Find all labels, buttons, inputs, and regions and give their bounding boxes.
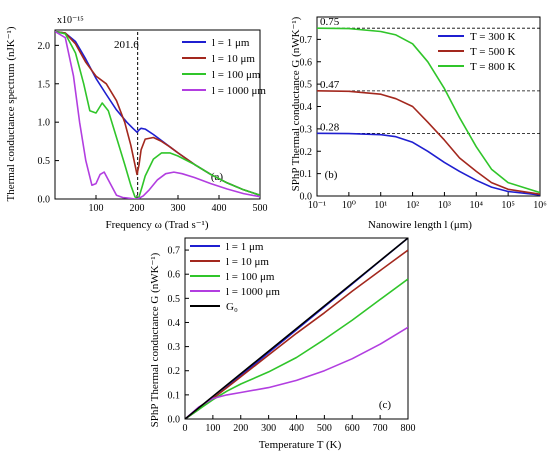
panel-c-xtick-label: 500: [317, 423, 332, 434]
panel-b-ytick-label: 0.4: [300, 102, 313, 113]
panel-a-xtick-label: 400: [212, 203, 227, 214]
panel-c-series-line: [185, 326, 408, 419]
panel-a-xtick-label: 200: [130, 203, 145, 214]
panel-a-legend-label: l = 1 μm: [212, 37, 250, 49]
panel-c-xtick-label: 400: [289, 423, 304, 434]
panel-c-ylabel: SPhP Thermal conductance G (nWK⁻¹): [149, 252, 161, 427]
panel-c-xtick-label: 100: [205, 423, 220, 434]
panel-a-ytick-label: 1.5: [38, 79, 51, 90]
panel-b-xtick-label: 10⁶: [533, 200, 547, 211]
panel-c-ytick-label: 0.6: [168, 270, 181, 281]
panel-a-legend-label: l = 1000 μm: [212, 85, 266, 97]
panel-a-ytick-label: 2.0: [38, 41, 51, 52]
panel-c-legend-label: G₀: [226, 301, 238, 313]
panel-b-reference-label: 0.28: [320, 121, 340, 133]
panel-c-xtick-label: 800: [401, 423, 416, 434]
panel-a-legend-label: l = 100 μm: [212, 69, 261, 81]
panel-b-reference-label: 0.75: [320, 16, 340, 28]
panel-b-xtick-label: 10³: [438, 200, 451, 211]
panel-a-xtick-label: 100: [89, 203, 104, 214]
panel-c-xtick-label: 200: [233, 423, 248, 434]
panel-a-legend-label: l = 10 μm: [212, 53, 255, 65]
panel-a-ytick-label: 0.5: [38, 156, 51, 167]
panel-a-frame: [54, 29, 261, 200]
panel-b-xtick-label: 10⁴: [470, 200, 484, 211]
panel-c-legend-label: l = 100 μm: [226, 271, 275, 283]
panel-a-xlabel: Frequency ω (Trad s⁻¹): [105, 219, 208, 231]
panel-a-series-line: [55, 30, 260, 199]
panel-c-xtick-label: 0: [183, 423, 188, 434]
panel-a-ytick-label: 1.0: [38, 118, 51, 129]
panel-c-xtick-label: 300: [261, 423, 276, 434]
panel-b-xtick-label: 10⁰: [342, 200, 356, 211]
panel-a-ylabel: Thermal conductance spectrum (nJK⁻¹): [5, 26, 17, 201]
panel-a-ytick-label: 0.0: [38, 195, 51, 206]
panel-c-xtick-label: 700: [373, 423, 388, 434]
panel-b-legend-label: T = 800 K: [470, 61, 515, 73]
panel-b-ytick-label: 0.6: [300, 57, 313, 68]
panel-c-legend-label: l = 1 μm: [226, 241, 264, 253]
panel-a-plot-area: [55, 30, 260, 199]
panel-b-series-line: [317, 132, 540, 196]
panel-b-series-line: [317, 90, 540, 195]
panel-b-ytick-label: 0.0: [300, 192, 313, 203]
panel-b-frame: [316, 16, 541, 197]
panel-b-legend-label: T = 500 K: [470, 46, 515, 58]
panel-a-multiplier: x10⁻¹⁵: [57, 15, 84, 26]
panel-b-ytick-label: 0.7: [300, 35, 313, 46]
panel-b-xlabel: Nanowire length l (μm): [368, 219, 472, 231]
panel-a-annotation: 201.6: [114, 39, 139, 51]
panel-c-ytick-label: 0.3: [168, 342, 181, 353]
panel-c-ytick-label: 0.2: [168, 366, 181, 377]
panel-b-ytick-label: 0.3: [300, 124, 313, 135]
panel-b-xtick-label: 10⁻¹: [308, 200, 326, 211]
panel-a-series-line: [55, 30, 260, 199]
panel-b-reference-label: 0.47: [320, 79, 340, 91]
panel-b-ylabel: SPhP Thermal conductance G (nWK⁻¹): [290, 16, 302, 191]
panel-b-legend-label: T = 300 K: [470, 31, 515, 43]
panel-c-legend-label: l = 1000 μm: [226, 286, 280, 298]
panel-c-series-line: [185, 278, 408, 419]
panel-b-xtick-label: 10⁵: [501, 200, 515, 211]
panel-c-series-line: [185, 238, 408, 419]
panel-a-xtick-label: 500: [253, 203, 268, 214]
panel-c-ytick-label: 0.1: [168, 390, 181, 401]
panel-b-xtick-label: 10¹: [374, 200, 387, 211]
panel-b-ytick-label: 0.5: [300, 80, 313, 91]
panel-b-ytick-label: 0.2: [300, 147, 313, 158]
panel-b-plot-area: [317, 27, 540, 196]
panel-c-xtick-label: 600: [345, 423, 360, 434]
panel-c-legend-label: l = 10 μm: [226, 256, 269, 268]
panel-c-plot-area: [185, 238, 408, 419]
panel-c-ytick-label: 0.4: [168, 318, 181, 329]
panel-c-ytick-label: 0.0: [168, 415, 181, 426]
panel-b-label: (b): [325, 169, 338, 181]
panel-c-ytick-label: 0.7: [168, 246, 181, 257]
panel-c-ytick-label: 0.5: [168, 294, 181, 305]
panel-c-xlabel: Temperature T (K): [259, 439, 342, 451]
panel-b-ytick-label: 0.1: [300, 169, 313, 180]
panel-c-label: (c): [379, 399, 392, 411]
panel-b-series-line: [317, 27, 540, 194]
panel-b-xtick-label: 10²: [406, 200, 419, 211]
panel-a-xtick-label: 300: [171, 203, 186, 214]
